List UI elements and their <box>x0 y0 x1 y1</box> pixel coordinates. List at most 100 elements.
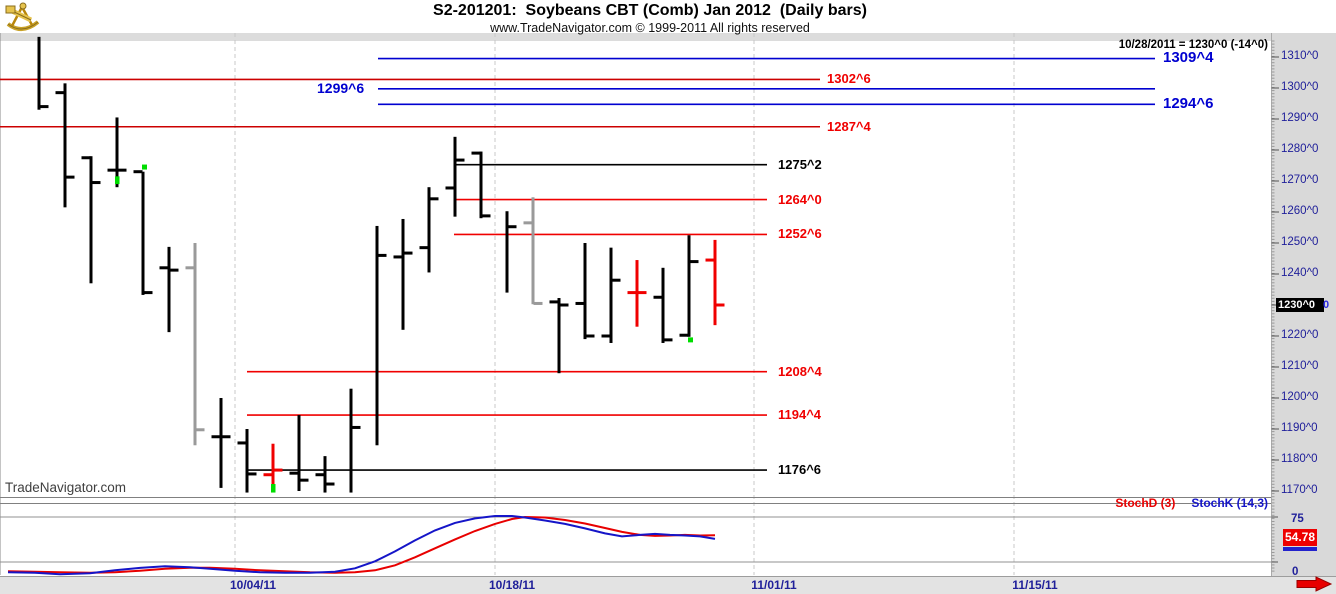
stochd-value-tag: 54.78 <box>1283 529 1317 546</box>
price-axis-label: 1240^0 <box>1281 267 1319 279</box>
open-tick <box>575 301 585 305</box>
ohlc-bar <box>115 117 119 188</box>
close-tick <box>195 428 205 432</box>
price-axis-label: 1270^0 <box>1281 174 1319 186</box>
price-axis-label: 1290^0 <box>1281 112 1319 124</box>
open-tick <box>315 473 325 477</box>
price-axis-label: 1170^0 <box>1281 484 1318 496</box>
open-tick <box>679 333 689 337</box>
open-tick <box>81 156 91 160</box>
green-marker-block <box>115 176 120 185</box>
open-tick <box>133 170 143 174</box>
close-tick <box>221 435 231 439</box>
close-tick <box>377 253 387 257</box>
close-tick <box>585 334 595 338</box>
close-tick <box>533 301 543 305</box>
ohlc-bar <box>349 388 353 493</box>
price-level-label: 1302^6 <box>827 71 871 87</box>
close-tick <box>715 303 725 307</box>
open-tick <box>393 255 403 259</box>
price-level-label: 1309^4 <box>1163 49 1214 67</box>
close-tick <box>559 303 569 307</box>
close-tick <box>455 158 465 162</box>
open-tick <box>445 186 455 190</box>
ohlc-bar <box>479 151 483 219</box>
stochk-value-tag-edge <box>1283 547 1317 551</box>
ohlc-bar <box>687 235 691 337</box>
current-price-tag: 1230^0 <box>1276 298 1324 312</box>
close-tick <box>637 291 647 295</box>
close-tick <box>663 338 673 342</box>
close-tick <box>325 482 335 486</box>
ohlc-bar <box>297 415 301 491</box>
stoch-axis-75-label: 75 <box>1291 513 1304 525</box>
price-level-label: 1208^4 <box>778 363 822 379</box>
ohlc-bar <box>427 187 431 273</box>
open-tick <box>55 91 65 95</box>
open-tick <box>185 266 195 270</box>
ohlc-bar <box>713 239 717 326</box>
price-axis-label: 1220^0 <box>1281 329 1319 341</box>
ohlc-bar <box>141 171 145 295</box>
ohlc-bar <box>661 267 665 343</box>
stochd-legend-label[interactable]: StochD (3) <box>1115 496 1176 510</box>
ohlc-bar <box>193 243 197 446</box>
open-tick <box>471 151 481 155</box>
ohlc-bar <box>219 398 223 488</box>
ohlc-bar <box>583 243 587 340</box>
close-tick <box>403 251 413 255</box>
ohlc-bar <box>557 298 561 374</box>
stochk-curve <box>7 515 716 576</box>
stochastic-legend: StochD (3) StochK (14,3) <box>1115 496 1268 510</box>
open-tick <box>237 441 247 445</box>
ohlc-bar <box>505 211 509 293</box>
chart-title: S2-201201: Soybeans CBT (Comb) Jan 2012 … <box>433 2 867 19</box>
ohlc-bar <box>453 136 457 217</box>
stochd-curve <box>7 515 716 574</box>
price-axis-label: 1280^0 <box>1281 143 1319 155</box>
price-level-label: 1264^0 <box>778 191 822 207</box>
ohlc-bar <box>89 156 93 284</box>
ohlc-bar <box>37 36 41 110</box>
open-tick <box>263 473 273 477</box>
chart-top-band <box>0 33 1271 41</box>
stochk-legend-label[interactable]: StochK (14,3) <box>1191 496 1268 510</box>
close-tick <box>143 291 153 295</box>
ohlc-bar <box>531 197 535 305</box>
close-tick <box>299 478 309 482</box>
price-level-label: 1176^6 <box>778 462 822 477</box>
stoch-axis-0-label: 0 <box>1292 566 1299 578</box>
price-level-label: 1194^4 <box>778 406 822 422</box>
ohlc-bar <box>375 225 379 446</box>
open-tick <box>159 266 169 270</box>
close-tick <box>481 214 491 218</box>
green-marker-block <box>271 484 276 493</box>
close-tick <box>689 260 699 264</box>
price-axis-label: 1260^0 <box>1281 205 1319 217</box>
green-marker-dot <box>688 337 693 343</box>
price-level-label: 1294^6 <box>1163 94 1214 112</box>
close-tick <box>39 105 49 109</box>
current-price-peek-digit: 0 <box>1323 299 1330 311</box>
date-axis-label: 11/01/11 <box>751 578 797 592</box>
open-tick <box>523 221 533 225</box>
ohlc-bar <box>635 260 639 327</box>
ohlc-bar <box>401 218 405 330</box>
close-tick <box>273 468 283 472</box>
open-tick <box>653 295 663 299</box>
close-tick <box>91 181 101 185</box>
price-axis-label: 1250^0 <box>1281 236 1319 248</box>
price-level-label: 1287^4 <box>827 118 871 134</box>
open-tick <box>601 334 611 338</box>
green-marker-dot <box>142 164 147 170</box>
open-tick <box>289 471 299 475</box>
ohlc-bar <box>609 247 613 343</box>
price-axis-label: 1300^0 <box>1281 81 1319 93</box>
close-tick <box>429 197 439 201</box>
date-axis-strip[interactable] <box>0 576 1336 594</box>
open-tick <box>627 291 637 295</box>
price-axis-label: 1190^0 <box>1281 422 1318 434</box>
open-tick <box>211 435 221 439</box>
